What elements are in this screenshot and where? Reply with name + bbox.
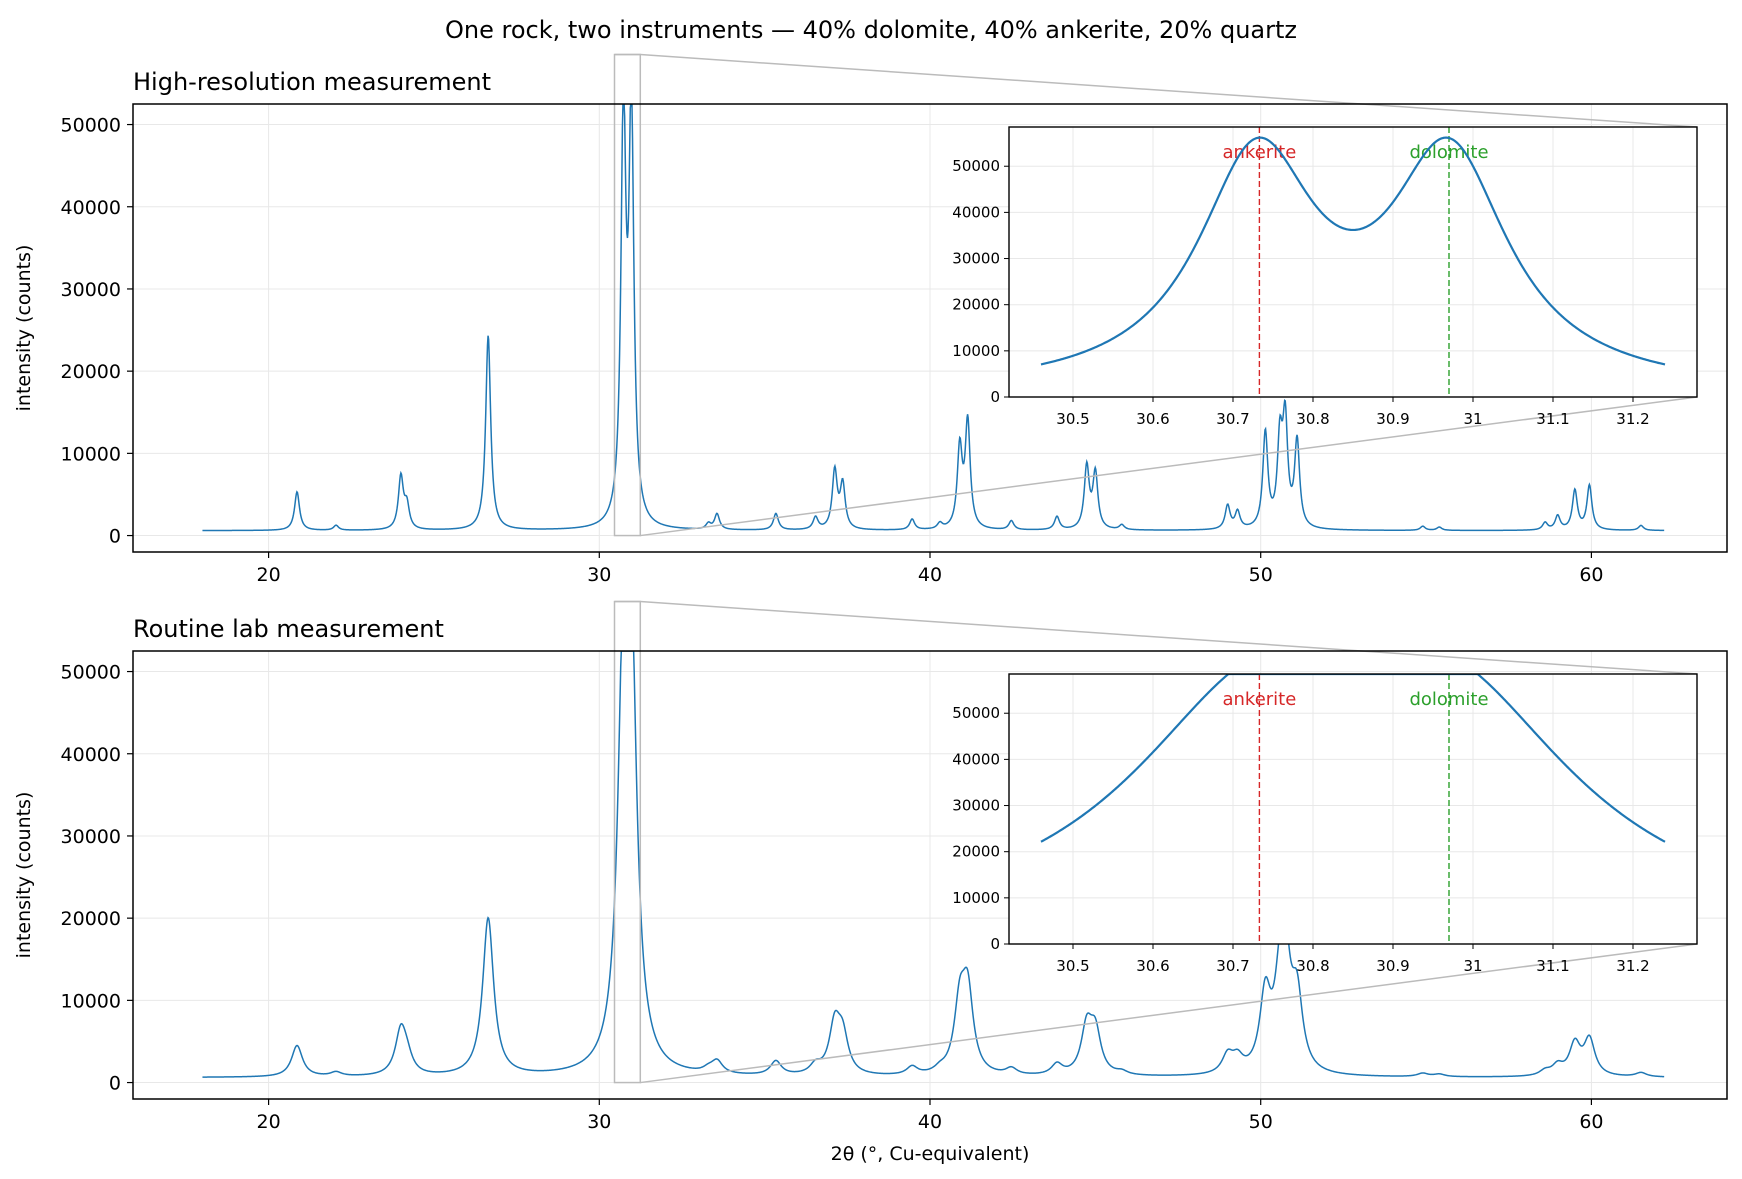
inset-x-tick-label: 31.2 [1616,410,1649,428]
inset-series-line [1040,136,1666,366]
x-tick-label: 20 [256,1111,280,1133]
y-tick-label: 0 [109,526,121,548]
inset-y-tick-label: 40000 [952,203,1000,221]
inset-x-tick-label: 30.7 [1216,410,1249,428]
inset-frame [1008,126,1698,398]
inset-y-tick-label: 10000 [952,342,1000,360]
y-tick-label: 10000 [61,990,121,1012]
zoom-connector [640,396,1698,537]
zoom-connector [640,53,1698,128]
panel-title: Routine lab measurement [133,615,444,643]
inset-y-tick-label: 10000 [952,889,1000,907]
inset-y-tick-label: 50000 [952,704,1000,722]
x-tick-label: 40 [918,564,942,586]
inset-y-tick-label: 20000 [952,296,1000,314]
inset-x-tick-label: 30.9 [1376,957,1409,975]
x-tick-label: 60 [1579,1111,1603,1133]
inset-x-tick-label: 30.8 [1296,410,1329,428]
inset-y-tick-label: 20000 [952,843,1000,861]
y-tick-label: 30000 [61,826,121,848]
y-tick-label: 40000 [61,197,121,219]
inset-x-tick-label: 31 [1463,957,1482,975]
inset-x-tick-label: 31.1 [1536,957,1569,975]
inset-background [1009,127,1697,397]
series-line [202,104,1665,532]
zoom-box [613,53,642,537]
inset-x-tick-label: 30.5 [1056,410,1089,428]
x-tick-label: 20 [256,564,280,586]
x-tick-label: 40 [918,1111,942,1133]
figure-x-axis-label: 2θ (°, Cu-equivalent) [831,1143,1030,1165]
y-tick-label: 10000 [61,443,121,465]
x-tick-label: 50 [1249,564,1273,586]
marker-label-ankerite: ankerite [1222,689,1296,710]
inset-x-tick-label: 31.1 [1536,410,1569,428]
marker-label-dolomite: dolomite [1409,689,1488,710]
panel-title: High-resolution measurement [133,68,491,96]
inset-2: ankerite dolomite 30.5 30.6 30.7 30.8 30.9 31 31… [952,673,1698,975]
x-tick-label: 30 [587,1111,611,1133]
y-tick-label: 50000 [61,662,121,684]
inset-series-line [1040,674,1666,843]
inset-x-tick-label: 30.6 [1136,957,1169,975]
inset-x-tick-label: 30.9 [1376,410,1409,428]
zoom-connector [640,600,1698,675]
zoom-box [613,600,642,1084]
y-tick-label: 0 [109,1073,121,1095]
y-tick-label: 30000 [61,279,121,301]
inset-y-tick-label: 50000 [952,157,1000,175]
y-tick-label: 20000 [61,361,121,383]
inset-background [1009,674,1697,944]
inset-x-tick-label: 31 [1463,410,1482,428]
y-axis-label: intensity (counts) [13,245,35,412]
panel-2: Routine lab measurement intensity (counts… [13,600,1728,1133]
inset-x-tick-label: 31.2 [1616,957,1649,975]
y-axis-label: intensity (counts) [13,792,35,959]
inset-y-tick-label: 0 [990,388,1000,406]
panel-1: High-resolution measurement intensity (co… [13,53,1728,586]
y-tick-label: 50000 [61,115,121,137]
inset-x-tick-label: 30.8 [1296,957,1329,975]
inset-x-tick-label: 30.5 [1056,957,1089,975]
inset-y-tick-label: 0 [990,935,1000,953]
y-tick-label: 40000 [61,744,121,766]
inset-y-tick-label: 30000 [952,797,1000,815]
series-line [202,651,1665,1078]
zoom-connector [640,943,1698,1084]
inset-y-tick-label: 40000 [952,750,1000,768]
figure-suptitle: One rock, two instruments — 40% dolomite… [445,16,1297,44]
x-tick-label: 30 [587,564,611,586]
inset-frame [1008,673,1698,945]
x-tick-label: 60 [1579,564,1603,586]
inset-x-tick-label: 30.7 [1216,957,1249,975]
y-tick-label: 20000 [61,908,121,930]
inset-x-tick-label: 30.6 [1136,410,1169,428]
inset-y-tick-label: 30000 [952,250,1000,268]
marker-label-ankerite: ankerite [1222,142,1296,163]
panels: High-resolution measurement intensity (co… [13,53,1728,1133]
x-tick-label: 50 [1249,1111,1273,1133]
